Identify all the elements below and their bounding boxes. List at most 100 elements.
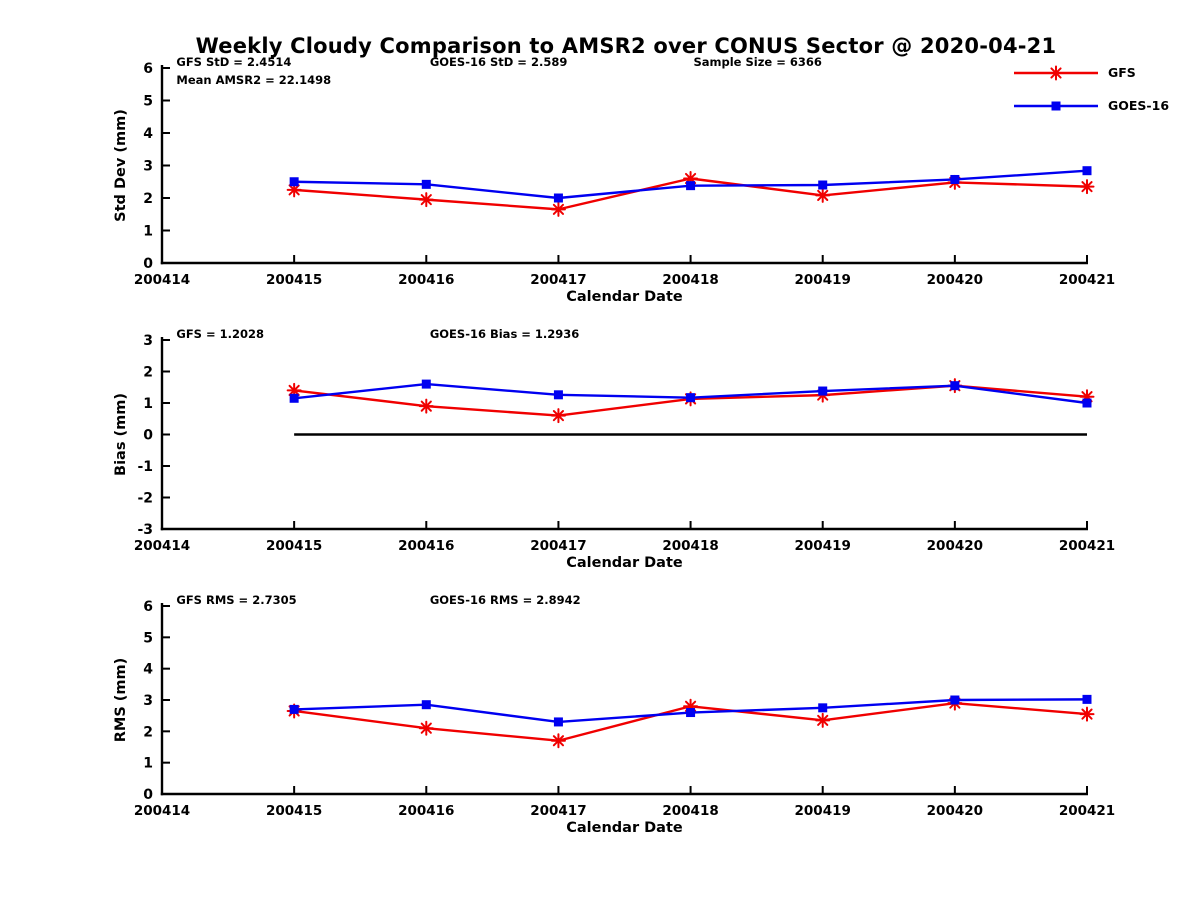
y-tick-label: 4 <box>143 662 153 678</box>
square-marker-icon <box>553 390 563 400</box>
annotation-text: Sample Size = 6366 <box>693 55 821 69</box>
square-marker-icon <box>686 393 696 403</box>
asterisk-marker-icon <box>1050 66 1062 79</box>
y-tick-label: 5 <box>143 94 153 110</box>
y-axis-label: Bias (mm) <box>113 393 129 476</box>
asterisk-marker-icon <box>1081 181 1093 193</box>
x-tick-label: 200420 <box>927 538 983 554</box>
square-marker-icon <box>421 179 431 189</box>
x-tick-label: 200415 <box>266 803 322 819</box>
legend-label-goes16: GOES-16 <box>1108 98 1170 113</box>
x-tick-label: 200414 <box>134 538 190 554</box>
y-tick-label: 4 <box>143 126 153 142</box>
y-tick-label: 1 <box>143 756 153 772</box>
asterisk-marker-icon <box>288 384 300 396</box>
chart-title: Weekly Cloudy Comparison to AMSR2 over C… <box>195 34 1057 58</box>
annotation-text: GFS RMS = 2.7305 <box>176 593 296 607</box>
square-marker-icon <box>1082 398 1092 408</box>
x-axis-label: Calendar Date <box>566 289 683 305</box>
x-tick-label: 200416 <box>398 538 454 554</box>
y-tick-label: 6 <box>143 61 153 77</box>
square-marker-icon <box>818 386 828 396</box>
y-tick-label: 5 <box>143 630 153 646</box>
y-tick-label: 3 <box>143 693 153 709</box>
asterisk-marker-icon <box>552 410 565 422</box>
x-tick-label: 200415 <box>266 538 322 554</box>
asterisk-marker-icon <box>817 714 829 726</box>
square-marker-icon <box>421 379 431 389</box>
x-tick-label: 200418 <box>662 272 718 288</box>
legend-label-gfs: GFS <box>1108 65 1136 80</box>
square-marker-icon <box>553 717 563 727</box>
x-tick-label: 200414 <box>134 803 190 819</box>
square-marker-icon <box>289 177 299 187</box>
x-axis-label: Calendar Date <box>566 555 683 571</box>
y-tick-label: -2 <box>137 491 153 507</box>
x-tick-label: 200418 <box>662 538 718 554</box>
annotation-text: GFS = 1.2028 <box>176 327 264 341</box>
asterisk-marker-icon <box>288 184 300 196</box>
std-dev-subplot: 0 1 2 3 4 5 6 200414 200415 200416 200417 200418 200… <box>113 55 1115 305</box>
asterisk-marker-icon <box>420 400 432 412</box>
x-tick-label: 200416 <box>398 803 454 819</box>
y-tick-label: 2 <box>143 365 153 381</box>
annotation-text: GOES-16 RMS = 2.8942 <box>430 593 581 607</box>
x-tick-label: 200421 <box>1059 272 1115 288</box>
y-tick-label: -3 <box>137 522 153 538</box>
x-axis-label: Calendar Date <box>566 820 683 836</box>
square-marker-icon <box>1082 694 1092 704</box>
square-marker-icon <box>950 381 960 391</box>
y-tick-label: 2 <box>143 191 153 207</box>
x-tick-label: 200419 <box>795 803 851 819</box>
x-tick-label: 200419 <box>795 272 851 288</box>
square-marker-icon <box>686 181 696 191</box>
asterisk-marker-icon <box>1081 708 1093 720</box>
y-tick-label: 0 <box>143 787 153 803</box>
square-marker-icon <box>818 703 828 713</box>
asterisk-marker-icon <box>552 735 565 747</box>
x-tick-label: 200421 <box>1059 538 1115 554</box>
square-marker-icon <box>686 708 696 718</box>
y-tick-label: -1 <box>137 459 153 475</box>
x-tick-label: 200420 <box>927 272 983 288</box>
legend-item-goes16: GOES-16 <box>1012 89 1197 122</box>
y-tick-label: 3 <box>143 333 153 349</box>
y-tick-label: 0 <box>143 256 153 272</box>
asterisk-marker-icon <box>420 194 432 206</box>
y-axis-label: RMS (mm) <box>113 658 129 743</box>
y-axis-label: Std Dev (mm) <box>113 109 129 222</box>
x-tick-label: 200417 <box>530 538 586 554</box>
asterisk-marker-icon <box>420 722 432 734</box>
legend-item-gfs: GFS <box>1012 56 1197 89</box>
x-tick-label: 200417 <box>530 272 586 288</box>
square-marker-icon <box>553 193 563 203</box>
x-tick-label: 200418 <box>662 803 718 819</box>
x-tick-label: 200419 <box>795 538 851 554</box>
x-tick-label: 200414 <box>134 272 190 288</box>
y-tick-label: 2 <box>143 724 153 740</box>
x-tick-label: 200420 <box>927 803 983 819</box>
x-tick-label: 200421 <box>1059 803 1115 819</box>
gfs-line-asterisk-icon <box>1014 65 1098 80</box>
goes16-line-square-icon <box>1014 101 1098 110</box>
annotation-text: GOES-16 Bias = 1.2936 <box>430 327 579 341</box>
square-marker-icon <box>1051 101 1061 110</box>
square-marker-icon <box>818 180 828 190</box>
square-marker-icon <box>950 695 960 705</box>
bias-subplot: -3 -2 -1 0 1 2 3 200414 200415 200416 200417 200418… <box>113 327 1115 571</box>
annotation-text: Mean AMSR2 = 22.1498 <box>176 73 331 87</box>
x-tick-label: 200417 <box>530 803 586 819</box>
square-marker-icon <box>289 704 299 714</box>
y-tick-label: 0 <box>143 428 153 444</box>
asterisk-marker-icon <box>552 203 565 215</box>
y-tick-label: 3 <box>143 159 153 175</box>
x-tick-label: 200416 <box>398 272 454 288</box>
square-marker-icon <box>1082 166 1092 176</box>
annotation-text: GFS StD = 2.4514 <box>176 55 291 69</box>
annotation-text: GOES-16 StD = 2.589 <box>430 55 567 69</box>
square-marker-icon <box>289 393 299 403</box>
square-marker-icon <box>421 700 431 710</box>
y-tick-label: 1 <box>143 396 153 412</box>
y-tick-label: 6 <box>143 599 153 615</box>
